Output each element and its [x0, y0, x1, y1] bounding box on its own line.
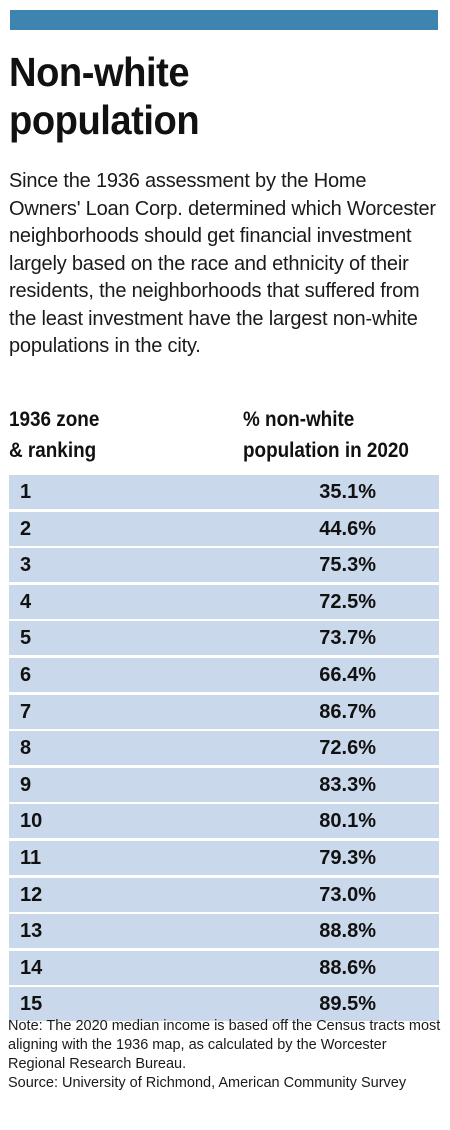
zone-label: 5	[20, 627, 32, 650]
percent-value: 75.3%	[319, 554, 376, 577]
percent-value: 83.3%	[319, 773, 376, 796]
percent-value: 72.5%	[319, 590, 376, 613]
table-row: 6 66.4%	[9, 657, 439, 692]
zone-label: 14	[20, 956, 43, 979]
zone-label: 11	[20, 846, 42, 869]
zone-label: 13	[20, 920, 43, 943]
table-row: 3 75.3%	[9, 548, 439, 583]
column-header-percent-line-2: population in 2020	[243, 439, 409, 462]
percent-value: 89.5%	[319, 993, 376, 1016]
table-row: 8 72.6%	[9, 731, 439, 766]
table-row: 15 89.5%	[9, 987, 439, 1022]
title-line-1: Non-white	[9, 49, 190, 95]
percent-value: 72.6%	[319, 737, 376, 760]
table-row: 4 72.5%	[9, 584, 439, 619]
zone-label: 9	[20, 773, 32, 796]
data-table: 1 35.1% 2 44.6% 3 75.3% 4 72.5% 5 73.7% 6 66.4% 7 86.…	[9, 475, 439, 1024]
column-header-percent-line-1: % non-white	[243, 408, 355, 431]
table-row: 2 44.6%	[9, 511, 439, 546]
table-row: 12 73.0%	[9, 877, 439, 912]
zone-label: 4	[20, 590, 32, 613]
column-header-zone: 1936 zone & ranking	[9, 404, 99, 466]
intro-text: Since the 1936 assessment by the Home Ow…	[9, 170, 436, 357]
zone-label: 10	[20, 810, 43, 833]
zone-label: 12	[20, 883, 43, 906]
top-accent-bar	[10, 10, 438, 30]
zone-label: 2	[20, 517, 32, 540]
zone-label: 8	[20, 737, 32, 760]
footnote: Note: The 2020 median income is based of…	[8, 1018, 441, 1072]
percent-value: 35.1%	[319, 481, 376, 503]
percent-value: 88.6%	[319, 956, 376, 979]
percent-value: 66.4%	[319, 663, 376, 686]
zone-label: 15	[20, 993, 43, 1016]
table-row: 9 83.3%	[9, 767, 439, 802]
percent-value: 79.3%	[319, 846, 376, 869]
table-row: 5 73.7%	[9, 621, 439, 656]
table-row: 14 88.6%	[9, 950, 439, 985]
percent-value: 73.7%	[319, 627, 376, 650]
title-line-2: population	[9, 97, 200, 143]
column-header-percent: % non-white population in 2020	[243, 404, 409, 466]
percent-value: 44.6%	[319, 517, 376, 540]
percent-value: 80.1%	[319, 810, 376, 833]
zone-label: 1	[20, 481, 32, 503]
table-row: 7 86.7%	[9, 694, 439, 729]
percent-value: 86.7%	[319, 700, 376, 723]
column-header-zone-line-2: & ranking	[9, 439, 97, 462]
table-row: 1 35.1%	[9, 475, 439, 509]
percent-value: 88.8%	[319, 920, 376, 943]
percent-value: 73.0%	[319, 883, 376, 906]
table-row: 10 80.1%	[9, 804, 439, 839]
chart-title: Non-white population	[9, 48, 409, 144]
table-row: 13 88.8%	[9, 914, 439, 949]
column-header-zone-line-1: 1936 zone	[9, 408, 100, 431]
zone-label: 3	[20, 554, 32, 577]
source-note: Source: University of Richmond, American…	[8, 1075, 407, 1091]
zone-label: 7	[20, 700, 32, 723]
table-row: 11 79.3%	[9, 840, 439, 875]
zone-label: 6	[20, 663, 32, 686]
